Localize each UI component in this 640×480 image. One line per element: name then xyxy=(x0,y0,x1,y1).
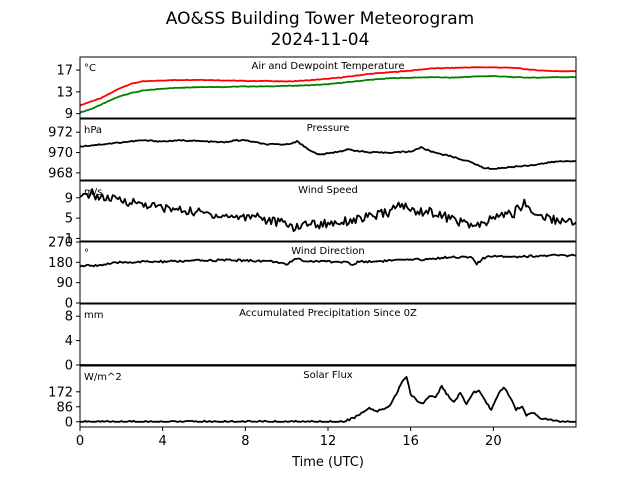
panel-unit-label: °C xyxy=(84,63,96,74)
y-tick-label: 4 xyxy=(65,334,73,349)
panel-frame-1 xyxy=(79,118,577,181)
panel-title: Accumulated Precipitation Since 0Z xyxy=(239,308,417,319)
y-tick-label: 17 xyxy=(56,64,73,79)
panel-unit-label: hPa xyxy=(84,125,102,136)
panels-group: 9 13 17 °C Air and Dewpoint Temperature 968 97… xyxy=(48,56,577,449)
panel-title: Solar Flux xyxy=(303,370,353,381)
panel-frame-3 xyxy=(79,241,577,304)
y-tick-label: 972 xyxy=(48,126,73,141)
y-tick-label: 270 xyxy=(48,236,73,251)
y-tick-label: 0 xyxy=(65,297,73,312)
panel-unit-label: W/m^2 xyxy=(84,372,122,383)
x-tick-label: 8 xyxy=(241,434,249,449)
y-tick-label: 86 xyxy=(56,400,73,415)
series-line-solar xyxy=(80,375,576,423)
panel-unit-label: mm xyxy=(84,310,103,321)
y-tick-label: 0 xyxy=(65,359,73,374)
y-tick-label: 970 xyxy=(48,146,73,161)
panel-unit-label: ° xyxy=(84,248,89,259)
y-tick-label: 8 xyxy=(65,310,73,325)
x-tick-label: 16 xyxy=(402,434,419,449)
x-tick-label: 0 xyxy=(76,434,84,449)
panel-title: Pressure xyxy=(307,123,350,134)
panel-unit-label: m/s xyxy=(84,187,102,198)
x-tick-label: 4 xyxy=(159,434,167,449)
y-tick-label: 968 xyxy=(48,166,73,181)
panel-frame-4 xyxy=(79,303,577,366)
y-tick-label: 180 xyxy=(48,256,73,271)
y-tick-label: 9 xyxy=(65,191,73,206)
y-tick-label: 172 xyxy=(48,385,73,400)
y-tick-label: 90 xyxy=(56,276,73,291)
panel-title: Wind Speed xyxy=(298,185,358,196)
panel-title: Wind Direction xyxy=(291,246,365,257)
series-line-dew xyxy=(79,75,576,114)
x-tick-label: 12 xyxy=(320,434,337,449)
chart-title-line-2: 2024-11-04 xyxy=(271,30,370,50)
y-tick-label: 9 xyxy=(65,107,73,122)
y-tick-label: 13 xyxy=(56,85,73,100)
series-line-pres xyxy=(79,138,577,170)
x-tick-label: 20 xyxy=(485,434,502,449)
series-line-air xyxy=(79,66,576,107)
chart-title-line-1: AO&SS Building Tower Meteorogram xyxy=(166,9,474,29)
x-axis-label: Time (UTC) xyxy=(291,455,364,470)
panel-frame-2 xyxy=(79,180,577,242)
panel-title: Air and Dewpoint Temperature xyxy=(252,61,405,72)
y-tick-label: 5 xyxy=(65,212,73,227)
series-line-wspd xyxy=(79,188,577,233)
y-tick-label: 1 xyxy=(65,232,73,247)
panel-frame-0 xyxy=(79,56,577,119)
y-tick-label: 0 xyxy=(65,415,73,430)
series-line-wdir xyxy=(79,253,577,268)
